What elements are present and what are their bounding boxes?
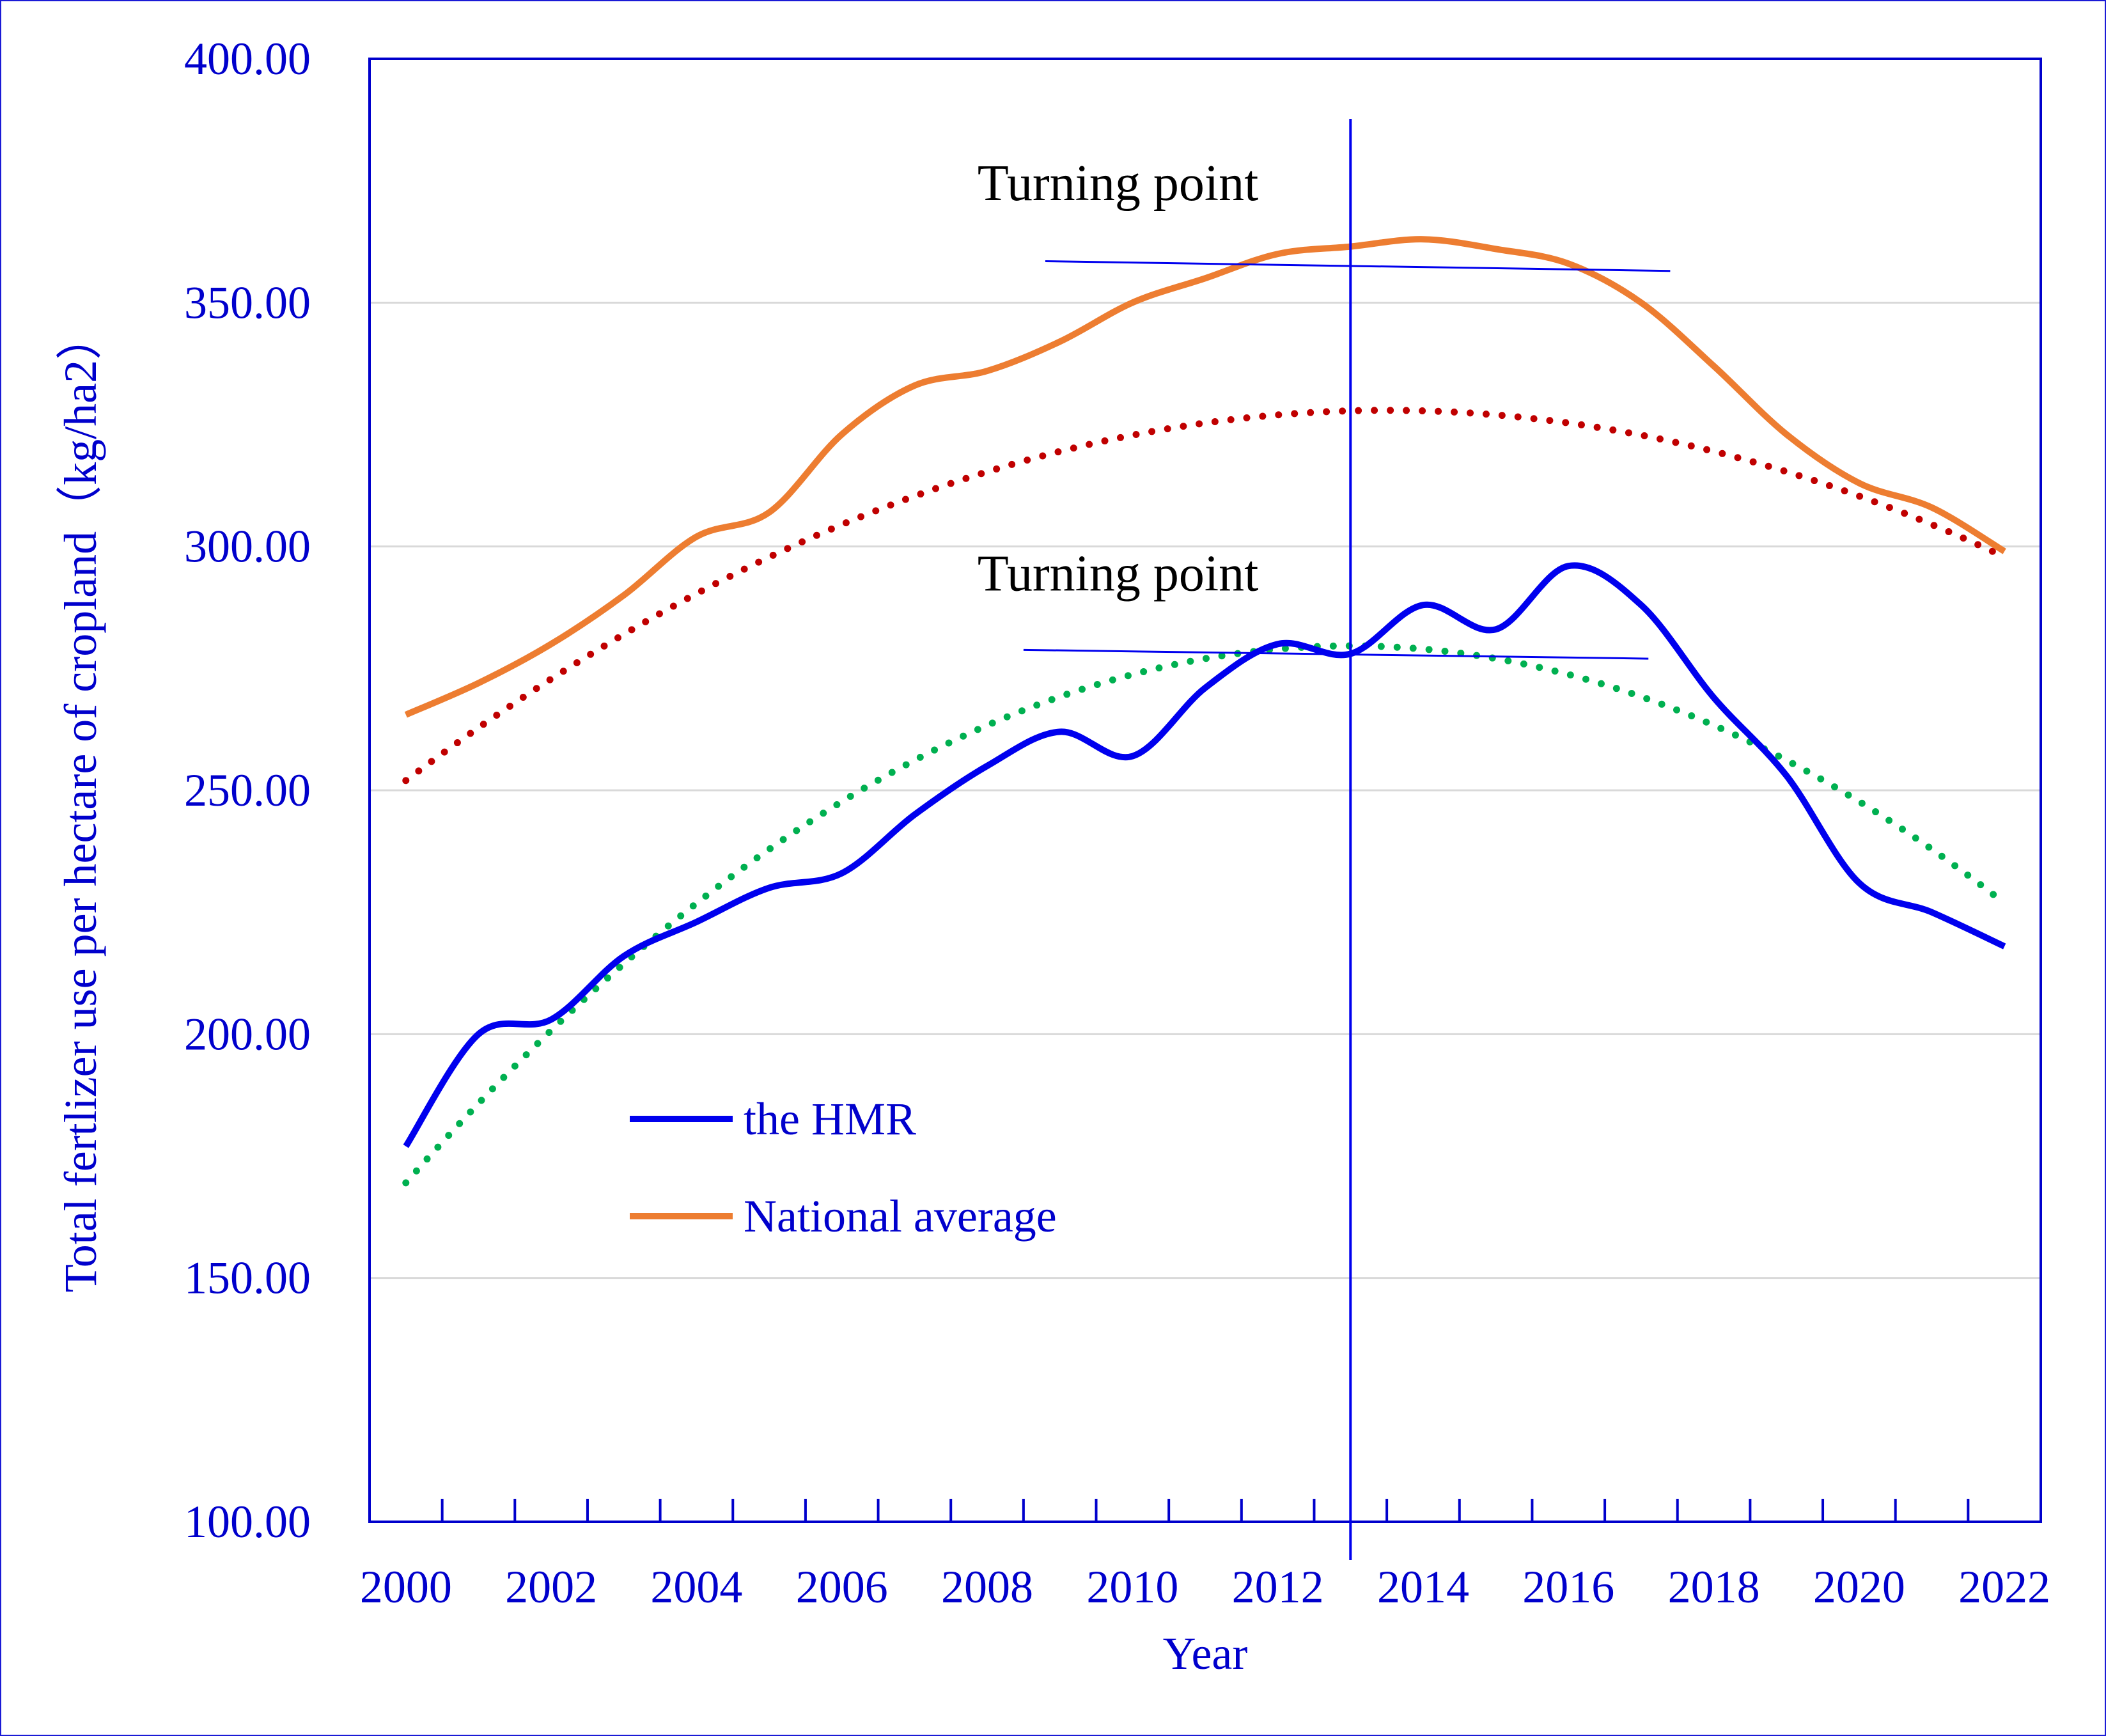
y-tick-label: 100.00 xyxy=(184,1496,311,1547)
series-lines xyxy=(403,236,2006,1148)
x-tick-label: 2008 xyxy=(941,1561,1033,1613)
legend: the HMR National average xyxy=(630,1093,1057,1242)
x-tick-label: 2002 xyxy=(505,1561,597,1613)
series-line-the-hmr xyxy=(403,562,2006,1148)
x-axis-title: Year xyxy=(1163,1628,1248,1679)
legend-label-the-hmr: the HMR xyxy=(744,1093,916,1145)
x-tick-label: 2018 xyxy=(1668,1561,1760,1613)
reference-lines xyxy=(1023,119,1671,1560)
x-tick-label: 2014 xyxy=(1377,1561,1469,1613)
legend-label-national-average: National average xyxy=(744,1191,1057,1242)
gridlines xyxy=(370,301,2041,1279)
x-tick-label: 2022 xyxy=(1958,1561,2050,1613)
x-tick-label: 2016 xyxy=(1522,1561,1614,1613)
y-tick-label: 150.00 xyxy=(184,1253,311,1304)
plot-area xyxy=(368,58,2042,1523)
tangent-line-0 xyxy=(1045,260,1671,272)
x-tick-label: 2000 xyxy=(360,1561,452,1613)
trendlines xyxy=(402,407,2008,1187)
y-tick-label: 200.00 xyxy=(184,1008,311,1060)
y-tick-label: 400.00 xyxy=(184,33,311,84)
x-tick-label: 2012 xyxy=(1232,1561,1324,1613)
x-tick-label: 2020 xyxy=(1813,1561,1905,1613)
y-tick-label: 350.00 xyxy=(184,277,311,328)
annotations: Turning point Turning point xyxy=(978,155,1258,602)
y-axis-ticks: 100.00 150.00 200.00 250.00 300.00 350.00 400.… xyxy=(184,33,311,1547)
trendline-0 xyxy=(402,407,2008,785)
turning-point-label: Turning point xyxy=(978,155,1258,212)
y-tick-label: 300.00 xyxy=(184,521,311,572)
tangent-line-1 xyxy=(1023,648,1649,660)
x-tick-label: 2010 xyxy=(1086,1561,1178,1613)
turning-point-label: Turning point xyxy=(978,545,1258,602)
series-line-national-average xyxy=(404,236,2006,718)
x-tick-label: 2004 xyxy=(650,1561,742,1613)
y-tick-label: 250.00 xyxy=(184,765,311,816)
y-axis-title: Total fertlizer use per hectare of cropl… xyxy=(55,314,106,1292)
x-axis-ticks: 2000 2002 2004 2006 2008 2010 2012 2014 2016 2018… xyxy=(360,1499,2050,1613)
x-tick-label: 2006 xyxy=(796,1561,888,1613)
trendline-1 xyxy=(402,642,2008,1187)
